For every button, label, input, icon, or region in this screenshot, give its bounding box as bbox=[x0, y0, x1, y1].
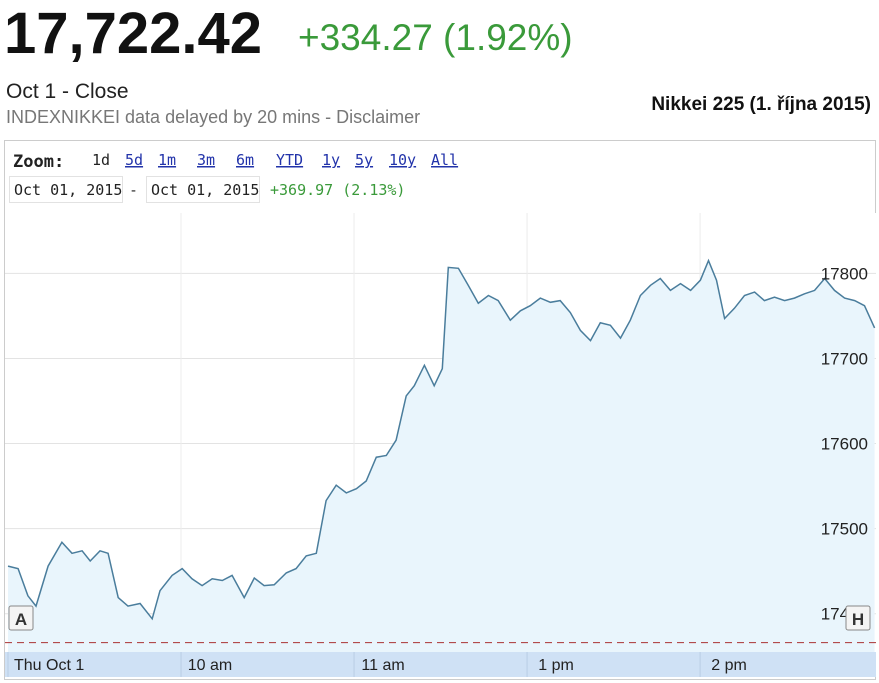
flag-box bbox=[845, 605, 871, 631]
x-tick-label: Thu Oct 1 bbox=[14, 657, 84, 674]
x-tick-label: 10 am bbox=[188, 657, 232, 674]
zoom-option[interactable]: 10y bbox=[389, 151, 416, 169]
date-from[interactable]: Oct 01, 2015 bbox=[14, 181, 122, 199]
zoom-option[interactable]: 1d bbox=[92, 151, 110, 169]
zoom-label: Zoom: bbox=[13, 152, 64, 172]
area-fill bbox=[8, 260, 875, 652]
y-tick-label: 17800 bbox=[821, 264, 868, 283]
price-change: +334.27 (1.92%) bbox=[298, 17, 573, 58]
zoom-bar: 1d 5d 1m 3m 6m YTD 1y 5y 10y All bbox=[92, 151, 458, 169]
x-tick-label: 1 pm bbox=[538, 657, 574, 674]
zoom-option[interactable]: YTD bbox=[276, 151, 303, 169]
flag-label[interactable]: H bbox=[852, 610, 864, 629]
x-axis-band bbox=[5, 652, 876, 677]
y-tick-label: 17600 bbox=[821, 435, 868, 454]
zoom-option[interactable]: 3m bbox=[197, 151, 215, 169]
x-tick-label: 11 am bbox=[361, 657, 404, 674]
status: Oct 1 - Close bbox=[6, 80, 129, 103]
price-line bbox=[7, 258, 876, 621]
x-tick-label: 2 pm bbox=[711, 657, 747, 674]
date-to[interactable]: Oct 01, 2015 bbox=[151, 181, 259, 199]
zoom-option[interactable]: 5y bbox=[355, 151, 373, 169]
date-input[interactable] bbox=[9, 176, 123, 203]
zoom-option[interactable]: 1y bbox=[322, 151, 340, 169]
flag-label[interactable]: A bbox=[15, 610, 27, 629]
range-change: +369.97 (2.13%) bbox=[270, 181, 405, 199]
zoom-option[interactable]: 1m bbox=[158, 151, 176, 169]
flag-box bbox=[8, 605, 34, 631]
price: 17,722.42 bbox=[4, 1, 262, 66]
date-separator: - bbox=[131, 182, 136, 199]
source-note: INDEXNIKKEI data delayed by 20 mins - Di… bbox=[6, 107, 420, 127]
y-tick-label: 17500 bbox=[821, 520, 868, 539]
date-input[interactable] bbox=[146, 176, 260, 203]
zoom-option[interactable]: All bbox=[431, 151, 458, 169]
zoom-option[interactable]: 6m bbox=[236, 151, 254, 169]
chart-title: Nikkei 225 (1. října 2015) bbox=[651, 94, 871, 115]
y-tick-label: 17700 bbox=[821, 349, 868, 368]
zoom-option[interactable]: 5d bbox=[125, 151, 143, 169]
